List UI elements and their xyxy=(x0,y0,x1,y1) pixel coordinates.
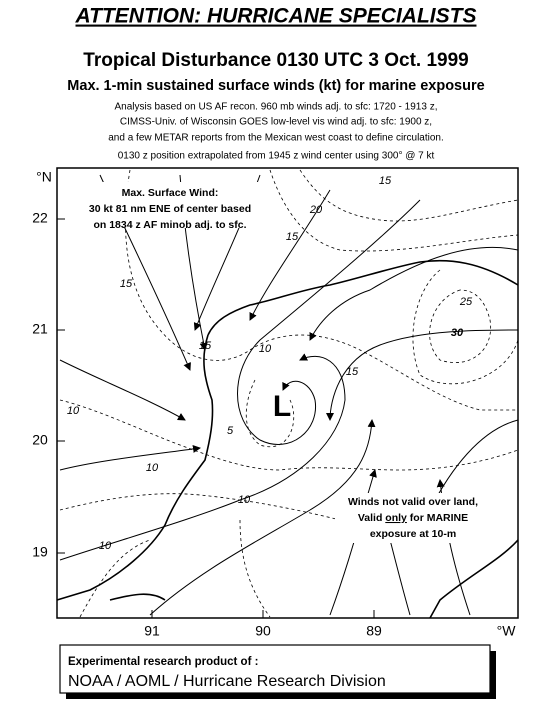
contour-label: 15 xyxy=(286,231,299,243)
note-part: for MARINE xyxy=(407,512,468,524)
lat-label: 19 xyxy=(32,544,48,560)
note-part: Valid xyxy=(358,512,385,524)
contour-label: 15 xyxy=(346,366,359,378)
contour-label: 15 xyxy=(120,278,133,290)
lat-unit: °N xyxy=(36,169,52,185)
footer-box xyxy=(59,644,491,694)
contour-label: 10 xyxy=(259,343,272,355)
annotation-bg xyxy=(75,182,265,228)
contour-label: 15 xyxy=(199,340,212,352)
validity-note: Valid only for MARINE xyxy=(358,512,468,524)
contour-label: 25 xyxy=(459,296,473,308)
footer-line: Experimental research product of : xyxy=(68,656,258,668)
note-line: Analysis based on US AF recon. 960 mb wi… xyxy=(115,102,438,113)
lat-label: 20 xyxy=(32,432,48,448)
lon-unit: °W xyxy=(497,623,517,639)
max-wind-note: on 1834 z AF minob adj. to sfc. xyxy=(93,219,246,231)
lat-label: 22 xyxy=(32,210,48,226)
validity-note: Winds not valid over land, xyxy=(348,496,478,508)
contour-label: 10 xyxy=(67,405,80,417)
note-line: CIMSS-Univ. of Wisconsin GOES low-level … xyxy=(120,117,432,128)
lon-label: 90 xyxy=(255,623,271,639)
contour-label: 10 xyxy=(238,494,251,506)
contour-label: 5 xyxy=(227,425,234,437)
lon-label: 91 xyxy=(144,623,160,639)
note-emphasis: only xyxy=(385,512,407,524)
validity-note: exposure at 10-m xyxy=(370,528,456,540)
contour-label: 30 xyxy=(451,327,464,339)
isotachs xyxy=(59,169,519,618)
subtitle: Max. 1-min sustained surface winds (kt) … xyxy=(67,78,484,94)
title: Tropical Disturbance 0130 UTC 3 Oct. 199… xyxy=(83,50,468,71)
contour-label: 10 xyxy=(99,540,112,552)
contour-labels: 15 20 15 15 25 30 15 10 15 10 5 10 10 10 xyxy=(67,175,473,552)
contour-label: 15 xyxy=(379,175,392,187)
lat-label: 21 xyxy=(32,321,48,337)
axis-ticks xyxy=(57,218,375,618)
footer-org: NOAA / AOML / Hurricane Research Divisio… xyxy=(68,673,386,690)
note-line: 0130 z position extrapolated from 1945 z… xyxy=(118,151,435,162)
coastline xyxy=(56,259,519,619)
contour-label: 20 xyxy=(309,204,323,216)
max-wind-note: Max. Surface Wind: xyxy=(122,187,219,199)
annotation-bg xyxy=(335,493,495,543)
max-wind-note: 30 kt 81 nm ENE of center based xyxy=(89,203,251,215)
contour-label: 10 xyxy=(146,462,159,474)
alert-title: ATTENTION: HURRICANE SPECIALISTS xyxy=(75,5,477,28)
lon-label: 89 xyxy=(366,623,382,639)
note-line: and a few METAR reports from the Mexican… xyxy=(108,133,444,144)
low-center: L xyxy=(273,390,291,423)
